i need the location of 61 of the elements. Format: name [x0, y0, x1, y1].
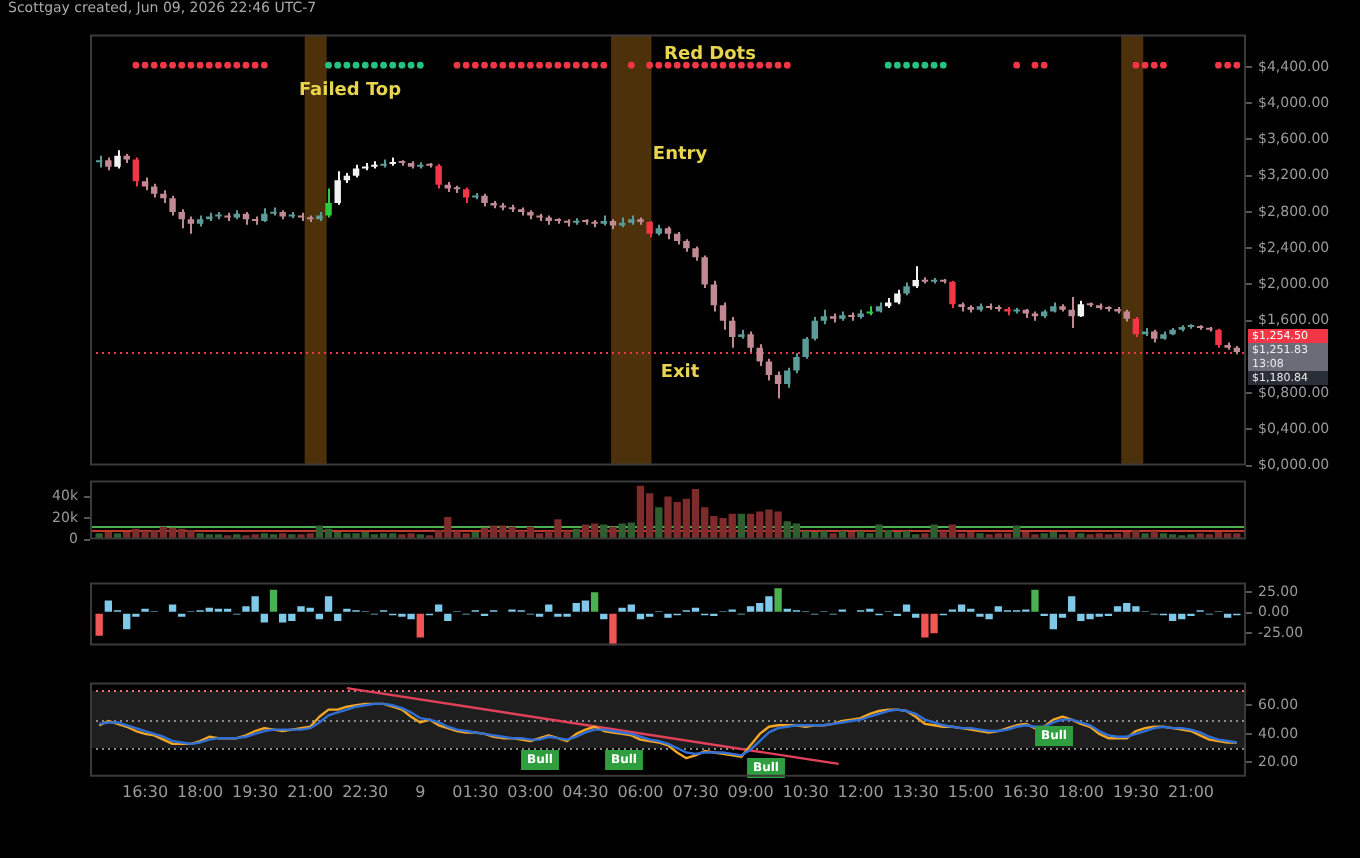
bar	[269, 589, 278, 612]
bar	[609, 526, 617, 539]
x-tick-label: 13:30	[892, 782, 939, 801]
bar	[334, 613, 342, 621]
annotation: Failed Top	[298, 80, 403, 101]
bar	[829, 533, 837, 539]
bar	[95, 613, 103, 636]
bar	[737, 513, 746, 539]
bar	[655, 507, 663, 539]
annotation: Exit	[660, 362, 701, 383]
bar	[545, 604, 553, 612]
x-tick-label: 09:00	[727, 782, 774, 801]
annotation: Entry	[652, 144, 708, 165]
x-tick-label: 16:30	[1002, 782, 1049, 801]
x-tick-label: 07:30	[672, 782, 719, 801]
bar	[444, 613, 452, 621]
bar	[260, 613, 268, 623]
bar	[957, 604, 966, 612]
bar	[691, 489, 700, 539]
x-tick-label: 22:30	[342, 782, 389, 801]
x-tick-label: 18:00	[1057, 782, 1104, 801]
bar	[645, 493, 654, 539]
annotation: Red Dots	[664, 44, 756, 65]
bar	[1077, 533, 1085, 539]
bar	[1031, 589, 1039, 612]
bar	[590, 523, 599, 539]
x-tick-label: 9	[415, 782, 426, 801]
bar	[1068, 596, 1076, 612]
x-tick-label: 21:00	[1167, 782, 1215, 801]
bar	[902, 604, 911, 612]
bar	[416, 613, 424, 638]
x-tick-label: 15:00	[947, 782, 994, 801]
bar	[104, 600, 113, 612]
x-tick-label: 19:30	[1112, 782, 1159, 801]
bar	[774, 588, 782, 612]
bar	[746, 606, 755, 612]
bar	[636, 485, 645, 539]
x-tick-label: 12:00	[837, 782, 884, 801]
x-tick-label: 03:00	[507, 782, 554, 801]
x-tick-label: 06:00	[617, 782, 664, 801]
bar	[792, 523, 801, 539]
x-tick-label: 16:30	[121, 782, 169, 801]
bar	[609, 613, 617, 646]
bar	[1113, 606, 1122, 612]
x-tick-label: 01:30	[452, 782, 499, 801]
bar	[168, 604, 177, 612]
bar	[590, 592, 599, 612]
x-tick-label: 10:30	[782, 782, 829, 801]
bar	[976, 533, 984, 539]
bar	[1141, 533, 1149, 539]
x-tick-label: 19:30	[232, 782, 279, 801]
x-tick-label: 21:00	[287, 782, 334, 801]
bar	[324, 596, 333, 612]
bar	[921, 533, 929, 539]
bar	[930, 524, 938, 539]
x-tick-label: 18:00	[177, 782, 224, 801]
bar	[1168, 613, 1177, 621]
x-tick-label: 04:30	[562, 782, 609, 801]
bar	[746, 513, 755, 539]
bar	[434, 604, 443, 612]
bar	[581, 600, 590, 612]
